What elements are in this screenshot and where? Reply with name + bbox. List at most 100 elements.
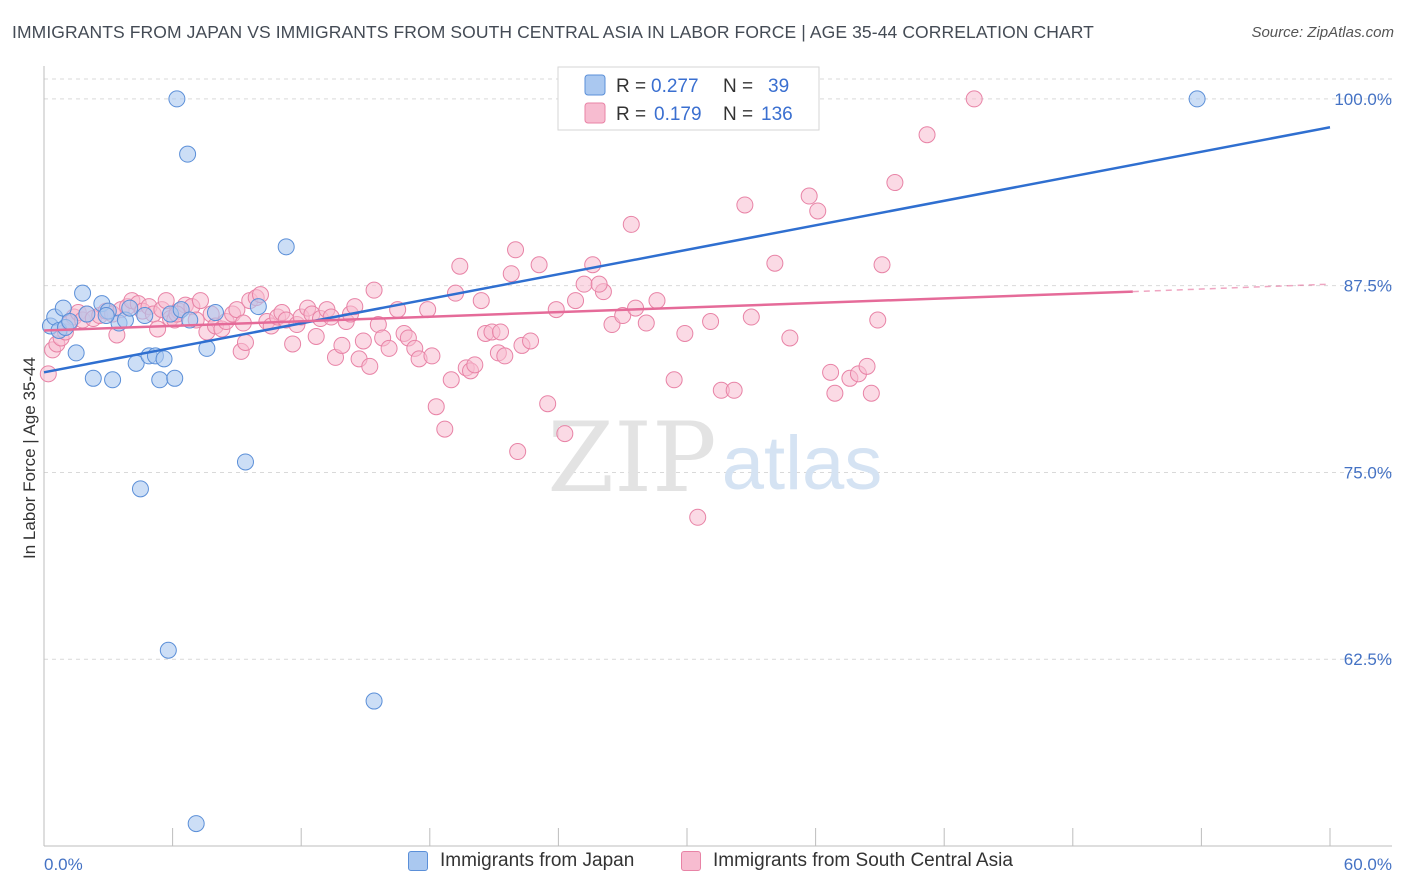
sca-point — [466, 356, 484, 374]
sca-point — [380, 339, 398, 357]
sca-point — [427, 398, 445, 416]
sca-point — [869, 311, 887, 329]
sca-point — [822, 363, 840, 381]
x-tick-label-min: 0.0% — [44, 855, 83, 874]
sca-point — [689, 508, 707, 526]
legend-japan-n-label: N = — [723, 76, 753, 97]
y-tick-labels: 62.5% 75.0% 87.5% 100.0% — [1334, 90, 1392, 669]
sca-point — [637, 314, 655, 332]
y-tick-label: 100.0% — [1334, 90, 1392, 109]
japan-point — [131, 480, 149, 498]
sca-point — [575, 275, 593, 293]
sca-point — [547, 301, 565, 319]
sca-point — [584, 256, 602, 274]
grid-lines — [44, 78, 1392, 660]
legend-item-japan-label: Immigrants from Japan — [440, 850, 635, 871]
japan-point — [1188, 90, 1206, 108]
sca-point — [509, 443, 527, 461]
sca-point — [346, 298, 364, 316]
japan-point — [121, 299, 139, 317]
sca-point — [676, 324, 694, 342]
sca-point — [530, 256, 548, 274]
sca-point — [354, 332, 372, 350]
watermark: ZIP atlas — [547, 402, 882, 514]
japan-point — [151, 371, 169, 389]
japan-point — [206, 304, 224, 322]
legend-japan-n-value: 39 — [768, 76, 789, 97]
japan-point — [84, 369, 102, 387]
series-legend: Immigrants from Japan Immigrants from So… — [0, 850, 1406, 880]
sca-point — [567, 292, 585, 310]
sca-point — [419, 301, 437, 319]
legend-sca-r-value: 0.179 — [654, 104, 702, 125]
sca-point — [191, 292, 209, 310]
legend-item-sca-swatch — [681, 851, 701, 871]
japan-point — [61, 313, 79, 331]
japan-point — [67, 344, 85, 362]
sca-point — [886, 174, 904, 192]
legend-japan-swatch — [584, 74, 606, 96]
sca-trend-line — [43, 290, 1133, 332]
sca-point — [522, 332, 540, 350]
sca-point — [502, 265, 520, 283]
sca-point — [965, 90, 983, 108]
sca-point — [702, 313, 720, 331]
sca-point — [149, 320, 167, 338]
sca-point — [858, 357, 876, 375]
sca-point — [590, 275, 608, 293]
sca-point — [365, 281, 383, 299]
legend-japan-r-label: R = — [616, 76, 646, 97]
japan-point — [78, 305, 96, 323]
sca-point — [442, 371, 460, 389]
legend-item-sca: Immigrants from South Central Asia — [681, 850, 1013, 872]
japan-trend-line — [43, 126, 1331, 374]
sca-point — [742, 308, 760, 326]
sca-point — [539, 395, 557, 413]
japan-point — [97, 307, 115, 325]
sca-point — [862, 384, 880, 402]
japan-point — [104, 371, 122, 389]
source-credit: Source: ZipAtlas.com — [1251, 24, 1394, 41]
japan-point — [136, 307, 154, 325]
sca-point — [873, 256, 891, 274]
japan-point — [249, 298, 267, 316]
sca-point — [307, 327, 325, 345]
sca-point — [451, 257, 469, 275]
japan-point — [166, 369, 184, 387]
sca-point — [648, 292, 666, 310]
y-tick-label: 87.5% — [1344, 277, 1392, 296]
sca-point — [781, 329, 799, 347]
sca-point — [766, 254, 784, 272]
legend-japan-r-value: 0.277 — [651, 76, 699, 97]
sca-point — [472, 292, 490, 310]
japan-point — [159, 641, 177, 659]
sca-point — [809, 202, 827, 220]
japan-point — [365, 692, 383, 710]
legend-sca-n-value: 136 — [761, 104, 793, 125]
stats-legend: R = 0.277 N = 39 R = 0.179 N = 136 — [557, 66, 820, 131]
japan-point — [179, 145, 197, 163]
y-tick-label: 62.5% — [1344, 650, 1392, 669]
sca-point — [333, 336, 351, 354]
sca-point — [725, 381, 743, 399]
japan-point — [168, 90, 186, 108]
sca-point — [284, 335, 302, 353]
legend-item-japan: Immigrants from Japan — [408, 850, 634, 872]
japan-point — [155, 350, 173, 368]
sca-point — [507, 241, 525, 259]
x-tick-label-max: 60.0% — [1344, 855, 1392, 874]
sca-point — [236, 333, 254, 351]
sca-point — [423, 347, 441, 365]
watermark-atlas: atlas — [722, 421, 883, 506]
legend-sca-swatch — [584, 102, 606, 124]
japan-point — [277, 238, 295, 256]
trend-lines — [43, 126, 1331, 374]
watermark-zip: ZIP — [547, 402, 716, 514]
sca-point — [436, 420, 454, 438]
japan-point — [74, 284, 92, 302]
legend-sca-n-label: N = — [723, 104, 753, 125]
chart-title: IMMIGRANTS FROM JAPAN VS IMMIGRANTS FROM… — [12, 22, 1094, 42]
sca-point — [665, 371, 683, 389]
sca-point — [622, 215, 640, 233]
